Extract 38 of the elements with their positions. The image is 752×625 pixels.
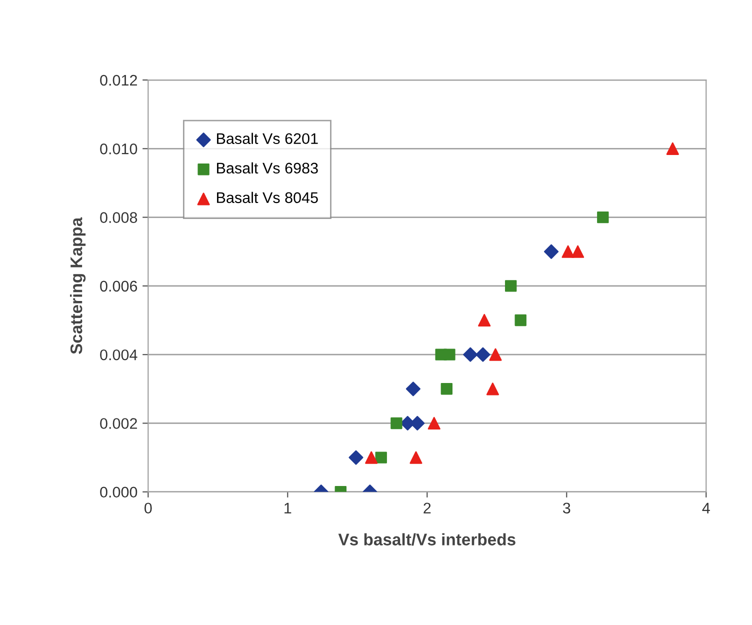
x-tick-label: 1 xyxy=(284,502,292,514)
point xyxy=(444,348,456,360)
point xyxy=(544,244,559,259)
point xyxy=(406,382,420,396)
point xyxy=(562,245,574,258)
point xyxy=(478,314,491,327)
point xyxy=(514,314,526,326)
point xyxy=(476,347,490,362)
point xyxy=(365,451,378,464)
point xyxy=(597,211,609,224)
point xyxy=(572,245,584,258)
point xyxy=(410,451,422,464)
point xyxy=(390,417,402,430)
y-tick-label: 0.002 xyxy=(100,418,137,429)
y-tick-label: 0.012 xyxy=(100,74,137,86)
x-tick-label: 4 xyxy=(702,502,710,514)
legend-label: Basalt Vs 6201 xyxy=(217,132,318,144)
y-axis-title: Scattering Kappa xyxy=(70,217,86,354)
point xyxy=(463,347,478,362)
point xyxy=(504,280,517,292)
x-axis-title: Vs basalt/Vs interbeds xyxy=(338,533,516,546)
point xyxy=(489,348,502,361)
point xyxy=(428,416,440,430)
y-tick-label: 0.006 xyxy=(100,280,138,292)
x-tick-label: 2 xyxy=(424,502,431,514)
point xyxy=(440,383,453,395)
legend-label: Basalt Vs 8045 xyxy=(217,192,318,204)
x-tick-label: 0 xyxy=(144,502,152,514)
y-tick-label: 0.004 xyxy=(100,349,138,360)
y-tick-label: 0.010 xyxy=(100,144,138,154)
legend-label: Basalt Vs 6983 xyxy=(217,162,318,174)
y-tick-label: 0.000 xyxy=(100,486,138,498)
point xyxy=(486,382,499,396)
y-tick-label: 0.008 xyxy=(100,212,138,223)
x-tick-label: 3 xyxy=(562,502,570,514)
point xyxy=(348,450,364,465)
point xyxy=(666,142,679,155)
point xyxy=(375,452,387,464)
